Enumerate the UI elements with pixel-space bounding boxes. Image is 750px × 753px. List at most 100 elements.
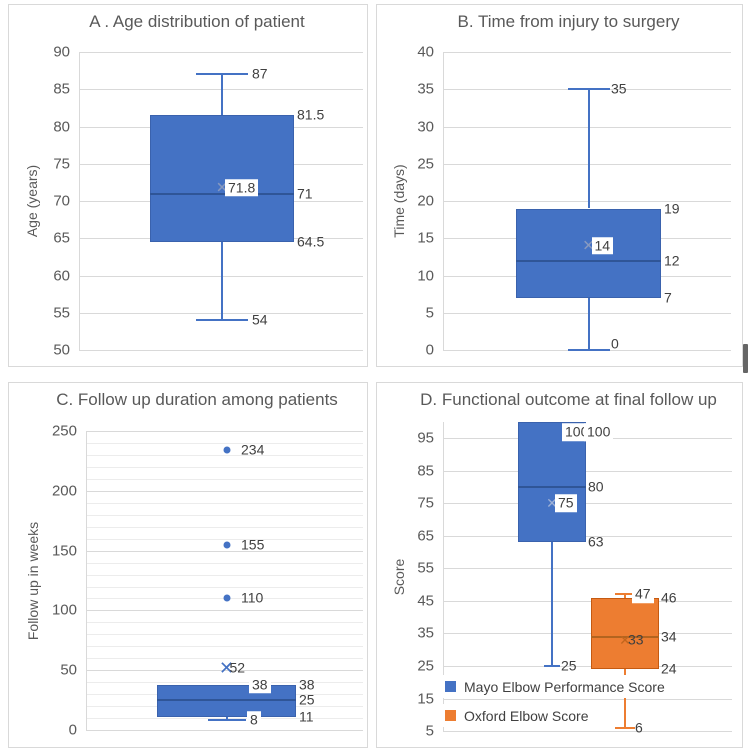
- y-tick-label: 75: [53, 155, 70, 173]
- legend-swatch: [445, 681, 456, 692]
- minor-gridline: [86, 526, 363, 528]
- whisker-cap-lower: [615, 726, 635, 729]
- mean-label: 14: [591, 236, 614, 255]
- whisker-lower: [587, 297, 590, 350]
- legend-label: Oxford Elbow Score: [464, 707, 589, 724]
- major-gridline: [443, 163, 731, 165]
- y-tick-label: 50: [60, 661, 77, 679]
- minor-gridline: [86, 586, 363, 588]
- mean-marker: ✕: [619, 631, 631, 648]
- data-label: 80: [588, 478, 604, 495]
- data-label: 87: [252, 65, 268, 82]
- y-tick-label: 95: [417, 429, 434, 447]
- y-tick-label: 70: [53, 192, 70, 210]
- median-line: [516, 259, 661, 262]
- data-label: 54: [252, 311, 268, 328]
- y-tick-label: 65: [53, 229, 70, 247]
- box-time: [516, 208, 661, 298]
- major-gridline: [86, 610, 363, 612]
- y-tick-label: 250: [51, 422, 77, 440]
- data-label: 64.5: [297, 233, 325, 250]
- y-tick-label: 85: [53, 80, 70, 98]
- major-gridline: [443, 201, 731, 202]
- y-tick-label: 60: [53, 267, 70, 284]
- data-label: 46: [661, 588, 677, 605]
- whisker-lower: [551, 542, 553, 666]
- panel-functional-outcome: D. Functional outcome at final follow up…: [376, 382, 743, 748]
- major-gridline: [86, 431, 363, 432]
- y-tick-label: 55: [417, 559, 434, 577]
- legend-label: Mayo Elbow Performance Score: [464, 678, 665, 695]
- minor-gridline: [86, 646, 363, 648]
- whisker-cap-lower: [567, 349, 610, 351]
- outlier-point: [223, 594, 230, 602]
- major-gridline: [79, 52, 363, 53]
- whisker-lower: [624, 669, 626, 728]
- major-gridline: [443, 568, 732, 570]
- major-gridline: [86, 490, 363, 492]
- median-line: [150, 192, 294, 195]
- data-label: 34: [661, 627, 677, 644]
- outlier-point: [223, 541, 230, 549]
- y-axis-line: [443, 52, 444, 350]
- whisker-upper: [587, 89, 590, 209]
- major-gridline: [443, 312, 731, 314]
- y-tick-label: 35: [417, 624, 434, 642]
- major-gridline: [443, 535, 732, 537]
- plot-area: 5 15 25 35 45 55 65 75 85 95 ✕ 75 ✕ 33 100 100 80 63 25 47 4…: [377, 383, 742, 747]
- y-axis-line: [79, 52, 80, 350]
- y-tick-label: 85: [417, 462, 434, 480]
- data-label: 234: [241, 441, 265, 458]
- whisker-cap-lower: [196, 319, 248, 322]
- y-tick-label: 10: [417, 267, 434, 284]
- data-label: 12: [664, 251, 680, 268]
- plot-area: 0 5 10 15 20 25 30 35 40 ✕ 14 35 19 12 7 0: [377, 5, 742, 366]
- whisker-cap-lower: [544, 664, 560, 667]
- major-gridline: [443, 731, 732, 732]
- box-mayo-elbow-performance-score: [518, 422, 586, 543]
- minor-gridline: [86, 466, 363, 468]
- minor-gridline: [86, 658, 363, 660]
- y-tick-label: 80: [53, 118, 70, 135]
- median-line: [591, 635, 659, 638]
- y-tick-label: 40: [417, 43, 434, 61]
- y-tick-label: 15: [417, 229, 434, 247]
- y-tick-label: 25: [417, 657, 434, 675]
- y-tick-label: 0: [68, 721, 77, 739]
- panel-title: A . Age distribution of patient: [89, 12, 305, 31]
- major-gridline: [86, 730, 363, 731]
- whisker-upper: [624, 594, 626, 598]
- y-tick-label: 65: [417, 527, 434, 545]
- panel-title: C. Follow up duration among patients: [56, 390, 338, 409]
- major-gridline: [443, 503, 732, 505]
- data-label: 11: [299, 708, 314, 725]
- y-tick-label: 25: [417, 155, 434, 173]
- outlier-point: [223, 446, 230, 454]
- data-label: 19: [664, 199, 680, 216]
- data-label: 71: [297, 184, 313, 201]
- major-gridline: [79, 350, 363, 351]
- y-tick-label: 30: [417, 118, 434, 135]
- whisker-cap-upper: [196, 73, 248, 76]
- box-age: [150, 115, 294, 242]
- y-tick-label: 20: [417, 192, 434, 210]
- minor-gridline: [86, 538, 363, 540]
- plot-area: 50 55 60 65 70 75 80 85 90 ✕ 71.8 87 81.5 71 64.5 54: [9, 5, 367, 366]
- y-tick-label: 75: [417, 494, 434, 512]
- major-gridline: [443, 698, 732, 700]
- panel-title: B. Time from injury to surgery: [457, 12, 680, 31]
- data-label: 63: [588, 533, 604, 550]
- data-label: 38: [249, 675, 271, 694]
- y-tick-label: 100: [51, 601, 77, 619]
- y-tick-label: 5: [425, 722, 434, 740]
- minor-gridline: [86, 502, 363, 504]
- minor-gridline: [86, 514, 363, 516]
- whisker-lower: [221, 242, 223, 321]
- major-gridline: [443, 633, 732, 635]
- box-oxford-elbow-score: [591, 597, 659, 670]
- mean-marker: ✕: [546, 495, 558, 512]
- major-gridline: [443, 600, 732, 602]
- mean-label: 33: [628, 631, 644, 648]
- mean-label: 71.8: [225, 178, 259, 197]
